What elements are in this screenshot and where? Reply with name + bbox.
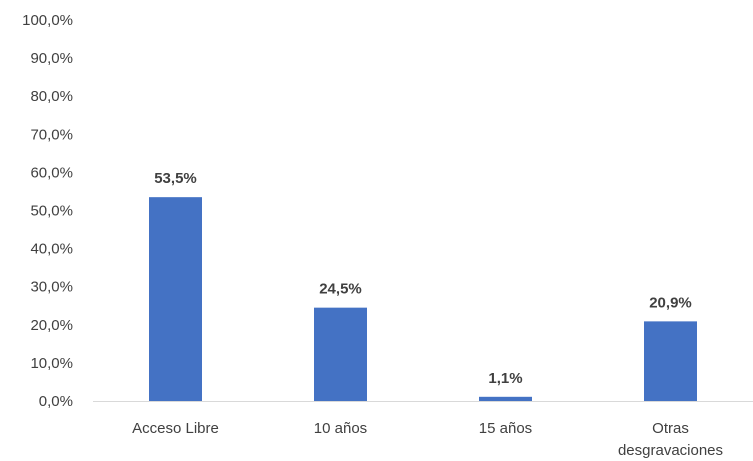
data-label: 24,5% xyxy=(319,281,362,298)
category-label: Acceso Libre xyxy=(132,420,219,437)
bars xyxy=(149,197,697,401)
category-label: 15 años xyxy=(479,420,532,437)
bar xyxy=(644,321,697,401)
bar xyxy=(149,197,202,401)
y-tick-label: 80,0% xyxy=(30,88,73,105)
y-tick-label: 40,0% xyxy=(30,241,73,258)
y-tick-label: 60,0% xyxy=(30,164,73,181)
data-labels: 53,5% 24,5% 1,1% 20,9% xyxy=(154,170,692,387)
data-label: 53,5% xyxy=(154,170,197,187)
category-label: 10 años xyxy=(314,420,367,437)
y-axis-ticks: 0,0% 10,0% 20,0% 30,0% 40,0% 50,0% 60,0% 70,0% 8… xyxy=(22,12,73,410)
y-tick-label: 70,0% xyxy=(30,126,73,143)
y-tick-label: 20,0% xyxy=(30,317,73,334)
category-label: desgravaciones xyxy=(618,442,723,459)
y-tick-label: 50,0% xyxy=(30,203,73,220)
y-tick-label: 0,0% xyxy=(39,393,73,410)
y-tick-label: 90,0% xyxy=(30,50,73,67)
data-label: 20,9% xyxy=(649,294,692,311)
data-label: 1,1% xyxy=(488,370,522,387)
bar xyxy=(314,307,367,401)
bar xyxy=(479,396,532,401)
y-tick-label: 10,0% xyxy=(30,355,73,372)
category-label: Otras xyxy=(652,420,689,437)
y-tick-label: 100,0% xyxy=(22,12,73,29)
y-tick-label: 30,0% xyxy=(30,279,73,296)
category-labels: Acceso Libre 10 años 15 años Otras desgravac… xyxy=(132,420,723,459)
